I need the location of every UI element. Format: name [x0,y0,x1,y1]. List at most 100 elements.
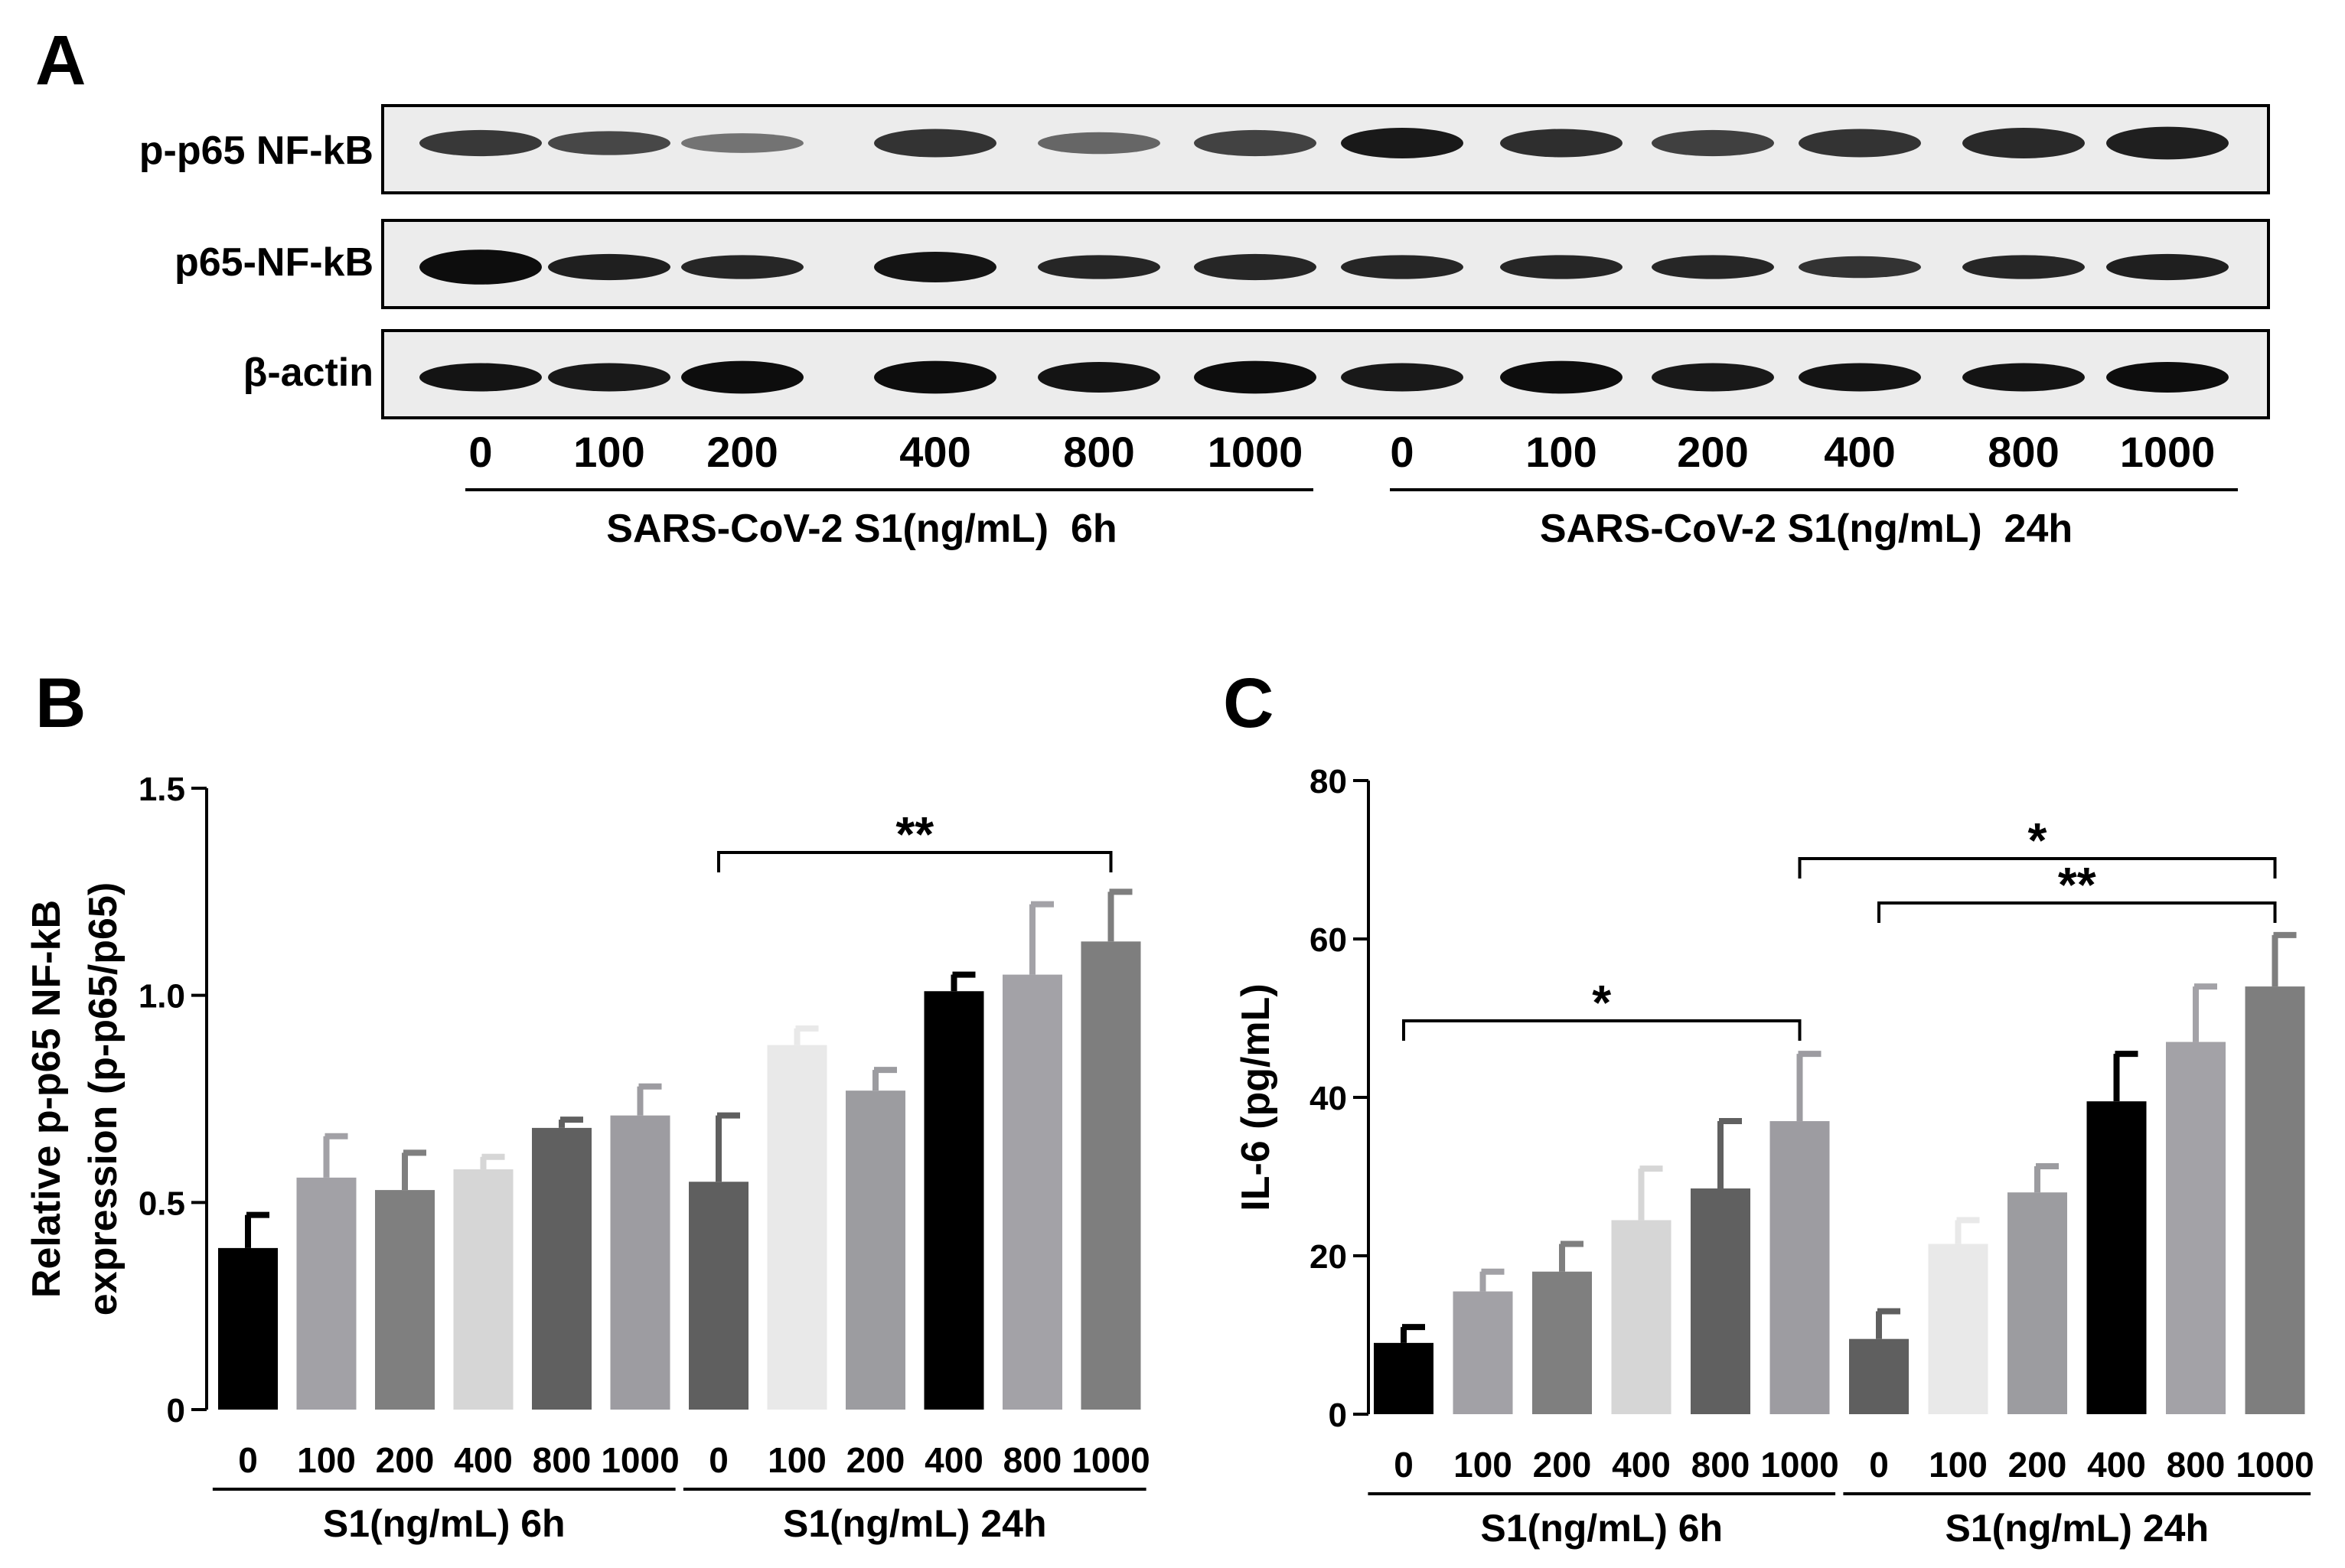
blot-band [548,363,670,392]
significance-marker: ** [895,807,934,862]
panel-c-letter: C [1223,664,1274,742]
lane-label: 0 [468,428,492,476]
bar [375,1190,435,1410]
x-tick-label: 100 [297,1440,356,1480]
x-tick-label: 800 [1003,1440,1062,1480]
panel-a-letter: A [35,21,86,99]
x-tick-label: 1000 [1760,1445,1838,1485]
x-tick-label: 200 [1533,1445,1592,1485]
significance-bracket [1877,901,2277,923]
blot-band [548,253,670,281]
y-axis-title: IL-6 (pg/mL) [1234,983,1278,1211]
bar [2166,1042,2226,1414]
blot-band [1038,132,1160,155]
x-tick-label: 100 [768,1440,827,1480]
significance-marker: * [1592,975,1611,1030]
y-tick-label: 0.5 [139,1185,185,1222]
bar [610,1115,670,1410]
y-tick-label: 40 [1309,1080,1347,1117]
y-axis-label-line: expression (p-p65/p65) [81,882,126,1315]
lane-label: 200 [1677,428,1748,476]
bar [689,1182,749,1410]
blot-band [1038,255,1160,279]
blot-band [1500,360,1623,394]
blot-band [874,252,996,282]
y-tick-label: 1.0 [139,978,185,1015]
blot-band [1652,255,1774,279]
blot-band [1799,256,1921,279]
x-tick-label: 200 [376,1440,435,1480]
x-tick-label: 800 [1691,1445,1750,1485]
bar [1769,1121,1830,1414]
blot-band [2106,362,2229,393]
lane-label: 0 [1390,428,1414,476]
blot-row-label-p65: p65-NF-kB [174,240,373,285]
blot-band [1962,255,2085,279]
blot-band [874,129,996,158]
bar [296,1177,357,1410]
x-tick-label: 0 [238,1440,258,1480]
blot-band [1194,253,1316,281]
y-tick-label: 60 [1309,921,1347,959]
bar [1611,1220,1672,1414]
x-tick-label: 100 [1453,1445,1512,1485]
bar [1532,1271,1592,1414]
bar [1453,1291,1513,1414]
blot-band [874,360,996,394]
group-label: S1(ng/mL) 6h [1480,1507,1723,1550]
bar [2245,986,2305,1414]
x-tick-label: 400 [925,1440,983,1480]
bar [1081,941,1141,1410]
blot-band [1500,255,1623,279]
blot-band [1500,129,1623,158]
blot-band [681,255,804,279]
lane-label: 400 [1824,428,1895,476]
x-tick-label: 400 [454,1440,513,1480]
blot-band [2106,126,2229,160]
lane-label: 400 [899,428,970,476]
bar [218,1247,278,1410]
y-tick-label: 1.5 [139,771,185,808]
blot-band [1341,128,1463,158]
blot-band [419,249,542,285]
significance-marker: ** [2058,857,2096,912]
y-axis-label-line: Relative p-p65 NF-kB [24,900,69,1298]
blot-band [681,133,804,153]
group-label-24h: SARS-CoV-2 S1(ng/mL) 24h [1540,507,2073,551]
blot-band [2106,253,2229,281]
blot-band [548,131,670,155]
blot-band [1194,129,1316,157]
group-label: S1(ng/mL) 6h [323,1502,566,1545]
bar [2007,1192,2067,1414]
y-axis-title: Relative p-p65 NF-kB expression (p-p65/p6… [24,882,126,1315]
blot-band [419,363,542,392]
blot-band [1652,363,1774,392]
blot-band [1038,362,1160,393]
blot-band [1962,128,2085,158]
x-tick-label: 200 [846,1440,905,1480]
bar [846,1090,905,1410]
y-tick-label: 20 [1309,1238,1347,1276]
blot-row-label-p-p65: p-p65 NF-kB [139,129,373,173]
western-blot-panel: p-p65 NF-kB p65-NF-kB β-actin 0 100 200 400… [139,104,2270,551]
x-tick-label: 800 [533,1440,592,1480]
group-label: S1(ng/mL) 24h [783,1502,1046,1545]
group-label: S1(ng/mL) 24h [1945,1507,2209,1550]
group-label-6h: SARS-CoV-2 S1(ng/mL) 6h [606,507,1117,551]
blot-band [1962,363,2085,392]
blot-band [1341,255,1463,279]
x-tick-label: 0 [1394,1445,1414,1485]
x-tick-label: 1000 [601,1440,679,1480]
bar [767,1045,827,1410]
lane-label: 800 [1063,428,1134,476]
bar [1691,1188,1750,1414]
bar [1849,1338,1909,1414]
significance-marker: * [2028,813,2047,868]
lane-label: 800 [1988,428,2059,476]
bar [532,1127,592,1410]
blot-band [681,360,804,394]
bar [2086,1101,2147,1414]
lane-label: 100 [573,428,644,476]
blot-band [1194,360,1316,394]
